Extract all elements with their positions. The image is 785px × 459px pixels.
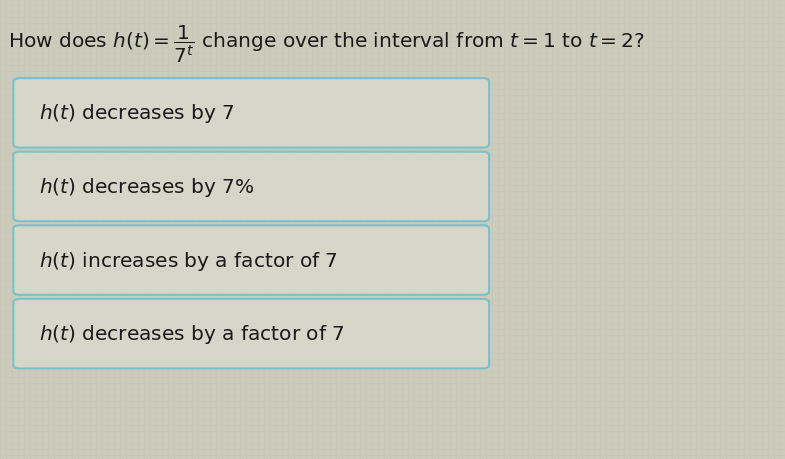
- Text: $h(t)$ decreases by 7%: $h(t)$ decreases by 7%: [39, 175, 255, 198]
- FancyBboxPatch shape: [13, 299, 489, 369]
- FancyBboxPatch shape: [13, 79, 489, 148]
- Text: $h(t)$ decreases by 7: $h(t)$ decreases by 7: [39, 102, 235, 125]
- Text: $h(t)$ decreases by a factor of 7: $h(t)$ decreases by a factor of 7: [39, 322, 345, 346]
- FancyBboxPatch shape: [13, 152, 489, 222]
- Text: How does $h(t) = \dfrac{1}{7^t}$ change over the interval from $t = 1$ to $t = 2: How does $h(t) = \dfrac{1}{7^t}$ change …: [8, 23, 644, 65]
- FancyBboxPatch shape: [13, 226, 489, 295]
- Text: $h(t)$ increases by a factor of 7: $h(t)$ increases by a factor of 7: [39, 249, 338, 272]
